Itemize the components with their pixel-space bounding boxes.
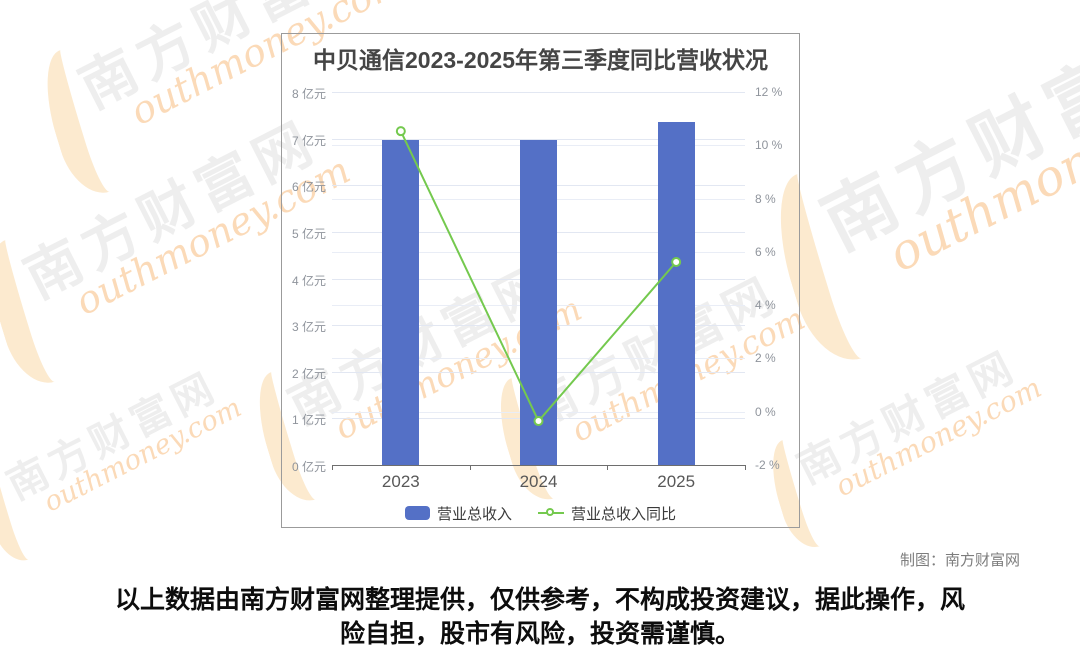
watermark-en-text: outhmoney.com: [38, 391, 247, 518]
chart-legend: 营业总收入 营业总收入同比: [281, 502, 800, 524]
credit-text: 制图：南方财富网: [899, 552, 1020, 569]
watermark-cn-text: 南方财富网: [789, 341, 1025, 493]
legend-label-growth: 营业总收入同比: [571, 505, 677, 523]
disclaimer-line-2: 险自担，股市有风险，投资需谨慎。: [339, 620, 740, 646]
watermark-tile: 南方财富网 outhmoney.com: [0, 363, 246, 567]
watermark-cn-text: 南方财富网: [809, 2, 1080, 265]
legend-label-revenue: 营业总收入: [436, 505, 512, 523]
watermark-tile: 南方财富网 outhmoney.com: [761, 341, 1047, 554]
legend-item-growth[interactable]: 营业总收入同比: [538, 503, 676, 524]
watermark-swoosh-icon: [0, 229, 83, 392]
watermark-en-text: outhmoney.com: [879, 53, 1080, 283]
legend-item-revenue[interactable]: 营业总收入: [404, 503, 512, 524]
disclaimer-text: 以上数据由南方财富网整理提供，仅供参考，不构成投资建议，据此操作，风 险自担，股…: [0, 583, 1080, 646]
watermark-en-text: outhmoney.com: [830, 370, 1047, 503]
revenue-bar-swatch-icon: [404, 506, 430, 520]
chart-title: 中贝通信2023-2025年第三季度同比营收状况: [313, 47, 768, 73]
watermark-swoosh-icon: [0, 450, 49, 567]
watermark-cn-text: 南方财富网: [0, 362, 226, 508]
disclaimer-line-1: 以上数据由南方财富网整理提供，仅供参考，不构成投资建议，据此操作，风: [114, 586, 965, 614]
watermark-swoosh-icon: [32, 39, 138, 202]
watermark-tile: 南方财富网 outhmoney.com: [761, 3, 1080, 372]
chart-panel: [281, 33, 800, 528]
growth-line-swatch-icon: [538, 506, 564, 520]
